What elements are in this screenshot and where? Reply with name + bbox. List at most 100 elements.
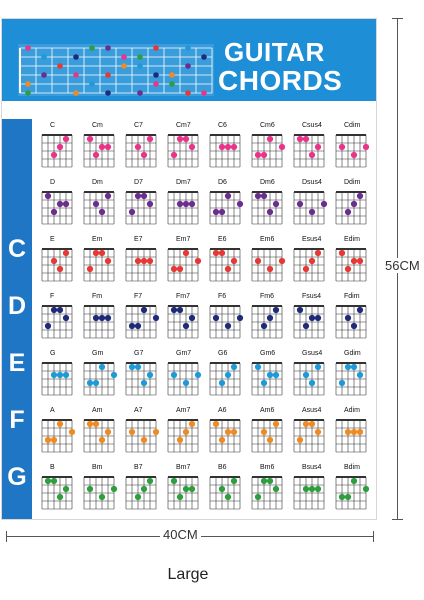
- chord-name: D6: [218, 179, 227, 186]
- note-dot: [73, 72, 79, 78]
- note-dot: [89, 81, 95, 87]
- chord-name: A7: [134, 407, 143, 414]
- chord-name: Dsus4: [302, 179, 322, 186]
- finger-dot: [338, 249, 346, 257]
- chord-name: Bsus4: [302, 464, 322, 471]
- row-letter-c: C: [7, 235, 27, 263]
- chord-name: G6: [218, 350, 227, 357]
- finger-dot: [56, 143, 64, 151]
- chord-name: F6: [218, 293, 226, 300]
- finger-dot: [296, 306, 304, 314]
- chord-diagram-cm: Cm: [83, 122, 115, 168]
- finger-dot: [356, 257, 364, 265]
- chord-diagram-dm7: Dm7: [167, 179, 199, 225]
- finger-dot: [98, 493, 106, 501]
- finger-dot: [350, 151, 358, 159]
- chord-diagram-b: B: [41, 464, 73, 510]
- note-dot: [169, 81, 175, 87]
- chord-diagram-cdim: Cdim: [335, 122, 370, 168]
- chord-diagram-esus4: Esus4: [293, 236, 325, 282]
- finger-dot: [218, 143, 226, 151]
- finger-dot: [50, 477, 58, 485]
- finger-dot: [182, 135, 190, 143]
- finger-dot: [260, 477, 268, 485]
- note-dot: [25, 81, 31, 87]
- finger-dot: [350, 322, 358, 330]
- finger-dot: [86, 379, 94, 387]
- note-dot: [25, 45, 31, 51]
- finger-dot: [50, 208, 58, 216]
- width-dimension-tick-right: [373, 531, 374, 542]
- finger-dot: [314, 485, 322, 493]
- finger-dot: [224, 371, 232, 379]
- chord-diagram-a: A: [41, 407, 76, 453]
- chord-diagram-csus4: Csus4: [293, 122, 325, 168]
- chord-name: Am6: [260, 407, 275, 414]
- chord-diagram-b6: B6: [209, 464, 241, 510]
- finger-dot: [218, 208, 226, 216]
- chord-name: E6: [218, 236, 227, 243]
- finger-dot: [140, 306, 148, 314]
- chord-name: Em7: [176, 236, 191, 243]
- finger-dot: [266, 477, 274, 485]
- chord-name: Gdim: [344, 350, 361, 357]
- finger-dot: [308, 420, 316, 428]
- chord-name: Esus4: [302, 236, 322, 243]
- finger-dot: [56, 371, 64, 379]
- finger-dot: [92, 379, 100, 387]
- finger-dot: [224, 143, 232, 151]
- finger-dot: [266, 265, 274, 273]
- finger-dot: [314, 143, 322, 151]
- finger-dot: [134, 363, 142, 371]
- chord-diagram-e6: E6: [209, 236, 241, 282]
- size-label: Large: [167, 566, 209, 583]
- finger-dot: [314, 249, 322, 257]
- note-dot: [57, 63, 63, 69]
- finger-dot: [212, 249, 220, 257]
- finger-dot: [146, 200, 154, 208]
- finger-dot: [56, 200, 64, 208]
- finger-dot: [254, 363, 262, 371]
- finger-dot: [44, 477, 52, 485]
- chord-name: E7: [134, 236, 143, 243]
- finger-dot: [140, 436, 148, 444]
- finger-dot: [212, 208, 220, 216]
- finger-dot: [236, 314, 244, 322]
- height-dimension-tick-bottom: [392, 519, 403, 520]
- chord-diagram-c7: C7: [125, 122, 157, 168]
- finger-dot: [362, 143, 370, 151]
- chord-name: G7: [134, 350, 143, 357]
- chord-name: G: [50, 350, 55, 357]
- chord-diagram-fm6: Fm6: [251, 293, 283, 339]
- note-dot: [137, 54, 143, 60]
- note-dot: [137, 90, 143, 96]
- finger-dot: [272, 420, 280, 428]
- note-dot: [89, 45, 95, 51]
- chord-diagram-c6: C6: [209, 122, 241, 168]
- chord-diagram-asus4: Asus4: [293, 407, 325, 453]
- note-dot: [41, 72, 47, 78]
- finger-dot: [188, 314, 196, 322]
- chord-name: Fm6: [260, 293, 274, 300]
- note-dot: [105, 90, 111, 96]
- finger-dot: [302, 485, 310, 493]
- chord-name: Ddim: [344, 179, 361, 186]
- finger-dot: [86, 135, 94, 143]
- chord-diagram-dm: Dm: [83, 179, 115, 225]
- finger-dot: [188, 143, 196, 151]
- finger-dot: [356, 306, 364, 314]
- finger-dot: [170, 151, 178, 159]
- chord-name: Cm: [92, 122, 103, 129]
- fretboard-notes-diagram: [18, 44, 214, 96]
- chord-name: Edim: [344, 236, 360, 243]
- finger-dot: [98, 363, 106, 371]
- finger-dot: [140, 257, 148, 265]
- chord-diagram-dm6: Dm6: [251, 179, 283, 225]
- note-dot: [105, 72, 111, 78]
- finger-dot: [176, 200, 184, 208]
- chord-diagram-bm: Bm: [83, 464, 118, 510]
- finger-dot: [218, 485, 226, 493]
- chord-name: Gsus4: [302, 350, 322, 357]
- chord-name: F7: [134, 293, 142, 300]
- chord-diagram-em: Em: [83, 236, 115, 282]
